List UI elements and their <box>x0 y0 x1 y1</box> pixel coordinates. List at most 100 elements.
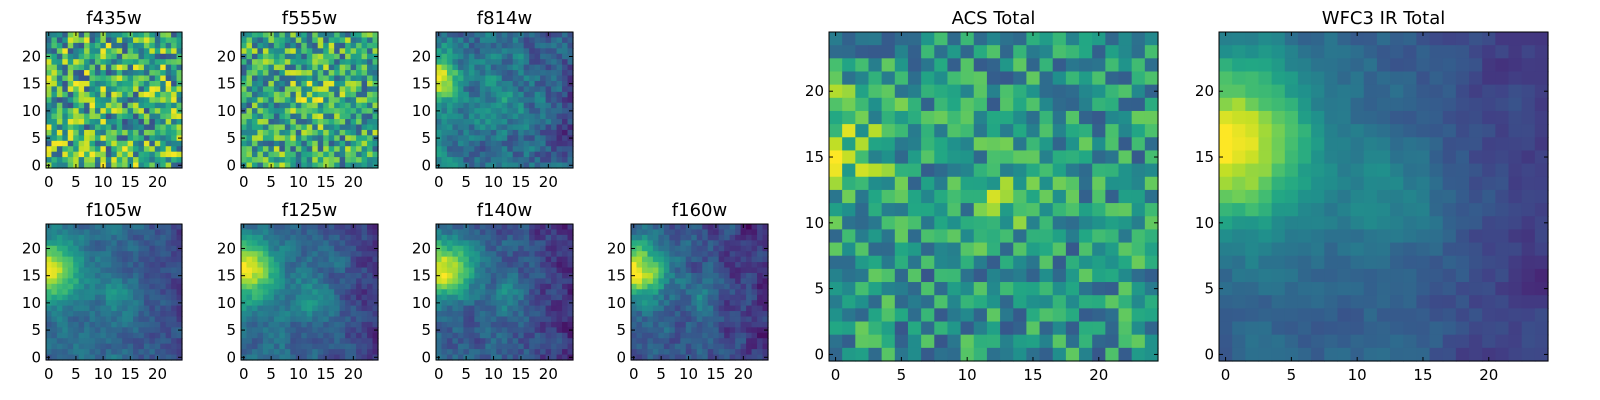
heatmap-cell <box>323 343 330 350</box>
heatmap-cell <box>663 316 670 323</box>
heatmap-cell <box>663 343 670 350</box>
heatmap-cell <box>356 256 363 263</box>
heatmap-cell <box>105 86 112 93</box>
heatmap-cell <box>127 91 134 98</box>
heatmap-cell <box>262 300 269 307</box>
heatmap-cell <box>490 140 497 147</box>
heatmap-cell <box>1105 189 1120 204</box>
heatmap-cell <box>149 48 156 55</box>
heatmap-cell <box>154 80 161 87</box>
heatmap-cell <box>647 327 654 334</box>
heatmap-cell <box>345 129 352 136</box>
heatmap-cell <box>485 37 492 44</box>
heatmap-cell <box>474 97 481 104</box>
heatmap-cell <box>312 332 319 339</box>
heatmap-cell <box>496 102 503 109</box>
heatmap-cell <box>529 294 536 301</box>
heatmap-cell <box>251 289 259 296</box>
heatmap-cell <box>350 113 357 120</box>
heatmap-cell <box>855 71 870 86</box>
heatmap-cell <box>116 289 123 296</box>
heatmap-cell <box>279 327 286 334</box>
heatmap-cell <box>100 129 107 136</box>
heatmap-cell <box>567 32 574 39</box>
heatmap-cell <box>696 229 703 236</box>
heatmap-cell <box>567 256 574 263</box>
heatmap-cell <box>295 327 302 334</box>
heatmap-cell <box>512 240 519 247</box>
heatmap-cell <box>116 354 123 361</box>
heatmap-cell <box>529 108 536 115</box>
heatmap-cell <box>46 338 53 345</box>
heatmap-cell <box>154 48 161 55</box>
heatmap-cell <box>474 70 481 77</box>
heatmap-cell <box>641 338 649 345</box>
heatmap-cell <box>73 321 80 328</box>
heatmap-cell <box>328 48 335 55</box>
heatmap-cell <box>551 108 558 115</box>
heatmap-cell <box>105 70 112 77</box>
heatmap-cell <box>78 80 85 87</box>
heatmap-cell <box>512 338 519 345</box>
heatmap-cell <box>312 262 319 269</box>
heatmap-cell <box>268 311 275 318</box>
heatmap-cell <box>507 42 514 49</box>
heatmap-cell <box>317 86 324 93</box>
heatmap-cell <box>534 48 541 55</box>
heatmap-cell <box>829 58 843 73</box>
heatmap-cell <box>46 124 53 131</box>
heatmap-cell <box>273 53 280 60</box>
heatmap-cell <box>111 59 118 66</box>
heatmap-cell <box>658 267 665 274</box>
heatmap-cell <box>73 294 80 301</box>
heatmap-cell <box>356 354 363 361</box>
heatmap-cell <box>138 234 145 241</box>
heatmap-cell <box>474 251 481 258</box>
heatmap-cell <box>674 349 681 356</box>
heatmap-cell <box>89 240 96 247</box>
heatmap-cell <box>647 256 654 263</box>
heatmap-cell <box>757 278 764 285</box>
heatmap-cell <box>246 37 253 44</box>
heatmap-cell <box>51 311 58 318</box>
heatmap-cell <box>100 321 107 328</box>
heatmap-cell <box>273 305 280 312</box>
heatmap-cell <box>436 37 443 44</box>
heatmap-cell <box>122 91 129 98</box>
heatmap-cell <box>452 278 459 285</box>
heatmap-cell <box>154 251 161 258</box>
heatmap-cell <box>641 349 649 356</box>
heatmap-cell <box>317 224 324 231</box>
heatmap-cell <box>350 59 357 66</box>
heatmap-cell <box>485 32 492 39</box>
heatmap-cell <box>84 224 91 231</box>
heatmap-cell <box>94 283 101 290</box>
heatmap-cell <box>446 151 454 158</box>
heatmap-cell <box>268 113 275 120</box>
heatmap-cell <box>1039 124 1054 138</box>
heatmap-cell <box>562 327 569 334</box>
heatmap-cell <box>317 80 324 87</box>
heatmap-cell <box>894 229 909 244</box>
heatmap-cell <box>647 234 654 241</box>
heatmap-cell <box>279 157 286 164</box>
heatmap-cell <box>680 354 687 361</box>
heatmap-cell <box>84 162 91 169</box>
heatmap-cell <box>312 151 319 158</box>
heatmap-cell <box>523 124 530 131</box>
heatmap-cell <box>757 272 764 279</box>
heatmap-cell <box>367 294 374 301</box>
heatmap-cell <box>479 59 486 66</box>
heatmap-cell <box>658 245 665 252</box>
heatmap-cell <box>457 294 464 301</box>
heatmap-cell <box>160 135 167 142</box>
heatmap-cell <box>518 53 525 60</box>
heatmap-cell <box>545 240 552 247</box>
x-tick-label: 20 <box>734 365 753 383</box>
heatmap-cell <box>757 311 764 318</box>
heatmap-cell <box>133 305 140 312</box>
heatmap-cell <box>339 124 346 131</box>
heatmap-cell <box>138 294 145 301</box>
heatmap-cell <box>328 349 335 356</box>
heatmap-cell <box>1144 71 1159 86</box>
